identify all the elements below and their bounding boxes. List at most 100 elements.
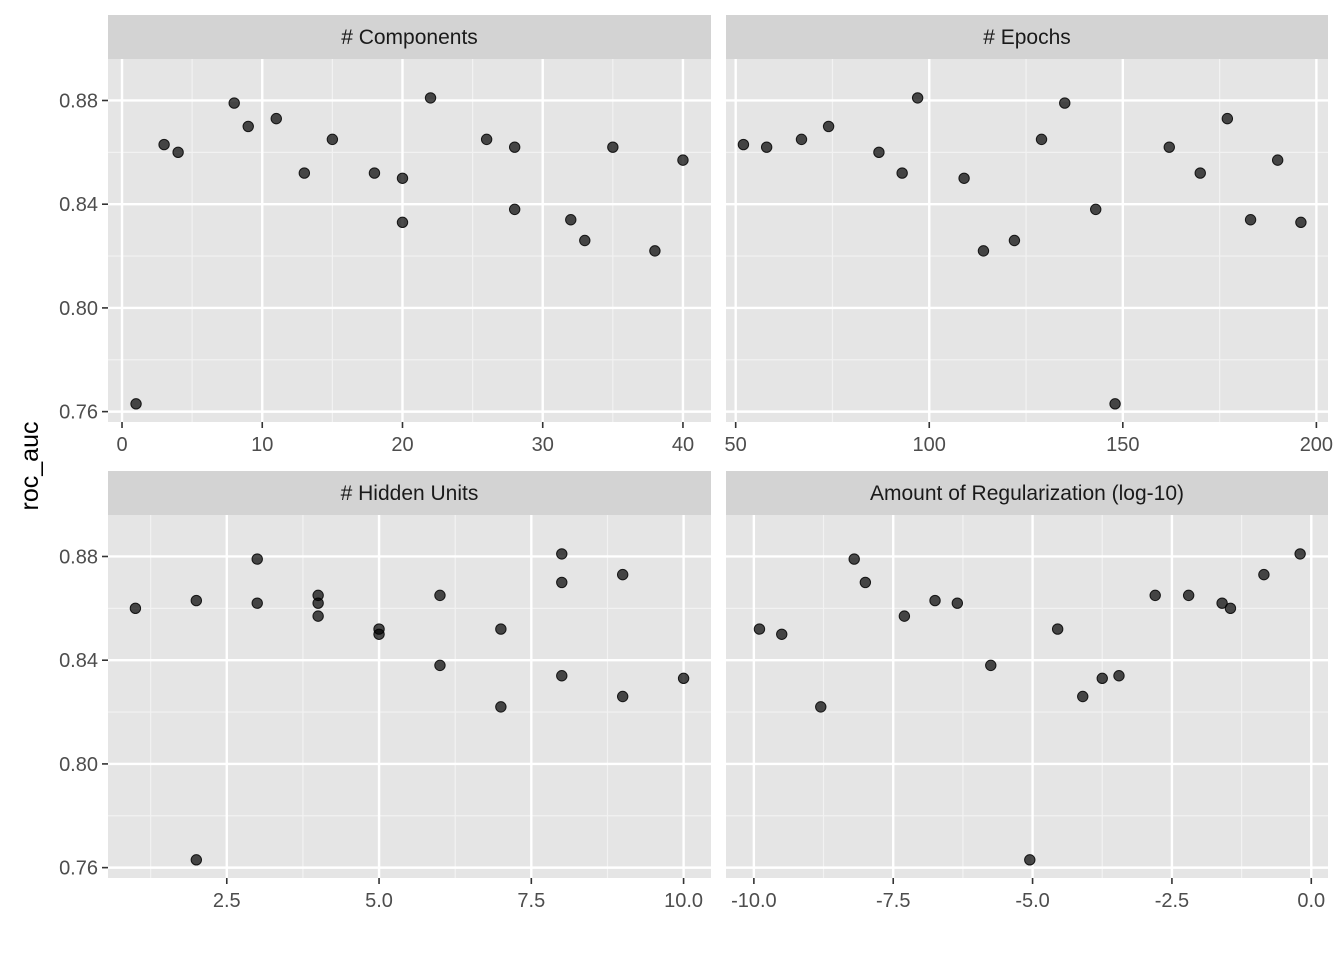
y-tick-label: 0.80 (59, 754, 98, 776)
data-point (677, 154, 689, 166)
data-point (1295, 216, 1307, 229)
x-tick-label: 10 (251, 434, 273, 456)
data-point (508, 141, 521, 153)
x-tick-label: 5.0 (365, 890, 393, 912)
data-point (873, 146, 885, 159)
data-point (1294, 548, 1306, 560)
data-point (434, 589, 446, 602)
x-tick-label: 7.5 (517, 890, 545, 912)
data-point (1059, 97, 1071, 109)
y-tick-label: 0.76 (59, 858, 98, 880)
data-point (929, 594, 941, 607)
data-point (251, 597, 263, 609)
facet-strip-title: # Components (341, 26, 478, 49)
data-point (480, 133, 493, 146)
data-point (649, 245, 661, 257)
facet-strip (726, 471, 1328, 515)
facet-strip-title: # Epochs (983, 26, 1071, 49)
x-tick-label: -2.5 (1155, 890, 1189, 912)
facet-panel-1: # Components 0 10 20 30 40 0.76 0.80 0.84 0.88 (59, 15, 711, 456)
data-point (556, 548, 568, 560)
x-tick-label: 2.5 (213, 890, 241, 912)
x-tick-label: 30 (532, 434, 554, 456)
data-point (251, 553, 263, 565)
data-point (556, 670, 568, 682)
data-point (270, 112, 282, 125)
data-point (1035, 133, 1048, 146)
data-point (898, 610, 911, 622)
data-point (434, 659, 446, 672)
data-point (556, 576, 568, 589)
x-tick-label: 20 (391, 434, 413, 456)
data-point (565, 214, 577, 226)
data-point (158, 138, 170, 151)
x-tick-label: -7.5 (876, 890, 910, 912)
data-point (1194, 167, 1206, 179)
facet-strip (108, 15, 711, 59)
facet-strip-title: Amount of Regularization (log-10) (870, 482, 1184, 505)
data-point (396, 172, 409, 184)
panel-background (108, 515, 711, 878)
x-tick-label: -5.0 (1015, 890, 1049, 912)
data-point (616, 690, 629, 703)
y-axis-title: roc_auc (16, 422, 44, 511)
data-point (1008, 234, 1021, 247)
data-point (1113, 670, 1125, 682)
data-point (579, 234, 591, 247)
y-tick-label: 0.88 (59, 90, 98, 112)
y-tick-label: 0.84 (59, 194, 98, 216)
x-tick-label: 0 (116, 434, 127, 456)
data-point (130, 398, 142, 410)
x-tick-label: 40 (672, 434, 694, 456)
data-point (1216, 597, 1228, 609)
data-point (795, 133, 808, 146)
data-point (859, 576, 872, 589)
facet-panel-4: Amount of Regularization (log-10) -10.0 -7… (726, 471, 1328, 912)
panel-background (108, 59, 711, 422)
facet-strip-title: # Hidden Units (341, 482, 479, 505)
data-point (822, 120, 835, 133)
data-point (1224, 602, 1237, 615)
data-point (760, 141, 773, 153)
data-point (776, 628, 788, 640)
data-point (1182, 589, 1195, 602)
facet-strip (726, 15, 1328, 59)
data-point (616, 568, 629, 581)
data-point (977, 245, 990, 257)
data-point (848, 553, 860, 565)
data-point (190, 594, 203, 607)
data-point (985, 659, 997, 672)
data-point (896, 167, 908, 179)
data-point (495, 701, 507, 713)
data-point (1221, 112, 1234, 125)
data-point (1244, 214, 1257, 226)
x-tick-label: 100 (913, 434, 946, 456)
data-point (312, 610, 324, 622)
data-point (129, 602, 142, 615)
panel-background (726, 59, 1328, 422)
facet-panel-3: # Hidden Units 2.5 5.0 7.5 10.0 0.76 0.80 0.84 0… (59, 471, 711, 912)
y-tick-label: 0.84 (59, 650, 98, 672)
x-tick-label: 0.0 (1297, 890, 1325, 912)
data-point (1163, 141, 1175, 153)
data-point (1096, 672, 1108, 685)
data-point (190, 854, 203, 866)
y-tick-label: 0.80 (59, 298, 98, 320)
data-point (1051, 623, 1064, 635)
data-point (815, 701, 827, 713)
data-point (326, 133, 339, 146)
data-point (373, 628, 385, 640)
panel-background (726, 515, 1328, 878)
data-point (1077, 690, 1089, 703)
data-point (1149, 589, 1161, 602)
facet-strip (108, 471, 711, 515)
data-point (172, 146, 184, 159)
data-point (1258, 568, 1270, 581)
x-tick-label: 200 (1300, 434, 1333, 456)
data-point (958, 172, 970, 184)
x-tick-label: 50 (725, 434, 747, 456)
data-point (753, 623, 766, 635)
x-tick-label: 150 (1106, 434, 1139, 456)
y-tick-label: 0.76 (59, 402, 98, 424)
